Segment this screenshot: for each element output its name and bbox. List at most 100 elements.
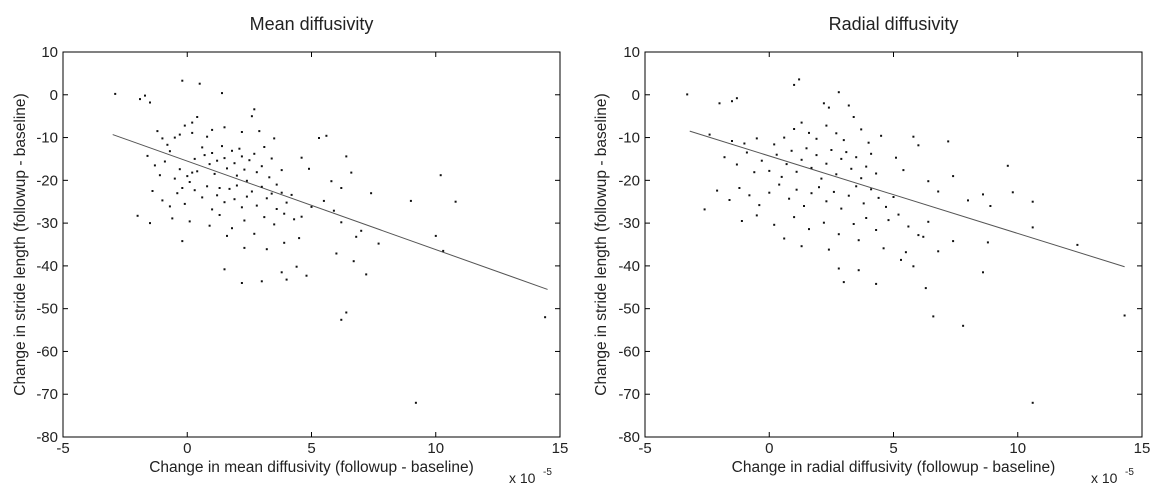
data-point — [840, 207, 843, 210]
regression-line — [112, 134, 548, 290]
y-tick-label: -40 — [618, 258, 640, 275]
y-tick-label: 10 — [41, 44, 58, 61]
data-point — [852, 116, 855, 118]
data-point — [253, 108, 256, 111]
data-point — [870, 152, 873, 155]
data-point — [250, 190, 253, 193]
data-point — [238, 147, 241, 150]
data-point — [226, 167, 228, 170]
data-point — [258, 130, 261, 133]
data-point — [253, 152, 256, 155]
data-point — [808, 131, 810, 134]
data-point — [196, 116, 199, 118]
data-point — [738, 187, 741, 189]
data-point — [882, 247, 885, 250]
data-point — [178, 133, 181, 136]
data-point — [783, 237, 786, 240]
data-point — [243, 246, 246, 249]
data-point — [904, 251, 907, 254]
data-point — [168, 205, 171, 208]
data-point — [181, 79, 184, 82]
x-axis-multiplier-exponent: -5 — [543, 467, 552, 478]
data-point — [842, 139, 845, 142]
data-point — [731, 100, 733, 103]
data-point — [365, 273, 368, 276]
data-point — [743, 142, 746, 145]
data-point — [188, 220, 191, 223]
data-point — [149, 101, 151, 104]
data-point — [206, 185, 209, 188]
data-point — [218, 187, 221, 189]
data-point — [196, 170, 199, 173]
data-point — [1031, 226, 1034, 229]
data-point — [855, 156, 858, 159]
data-point — [332, 209, 335, 212]
data-point — [136, 214, 139, 217]
data-point — [827, 106, 830, 109]
data-point — [188, 181, 191, 183]
data-point — [740, 220, 743, 222]
data-point — [840, 157, 843, 160]
data-point — [875, 282, 878, 285]
data-point — [544, 316, 547, 319]
data-point — [248, 159, 251, 162]
data-point — [114, 92, 117, 95]
chart-title: Radial diffusivity — [829, 14, 959, 34]
data-point — [275, 183, 278, 186]
data-point — [867, 141, 870, 144]
data-point — [310, 205, 313, 208]
data-point — [773, 143, 776, 146]
data-point — [233, 198, 236, 201]
data-point — [183, 202, 186, 205]
data-point — [243, 219, 246, 222]
data-point — [340, 187, 343, 189]
data-point — [168, 150, 171, 153]
data-point — [773, 223, 776, 226]
x-tick-label: 0 — [765, 440, 773, 457]
data-point — [800, 121, 803, 124]
data-point — [235, 184, 238, 187]
data-point — [800, 158, 803, 161]
data-point — [755, 214, 758, 217]
data-point — [847, 194, 850, 197]
y-tick-label: -70 — [36, 386, 58, 403]
data-point — [300, 156, 303, 159]
data-point — [231, 149, 233, 152]
data-point — [815, 154, 818, 157]
data-point — [285, 278, 288, 281]
data-point — [875, 229, 878, 231]
data-point — [223, 157, 226, 160]
data-point — [198, 82, 201, 85]
data-point — [686, 93, 689, 96]
scatter-panel-radial-diffusivity: Radial diffusivity-5 0 5 10 15-80-70-60-50-4… — [593, 14, 1150, 486]
data-point — [912, 135, 915, 138]
data-point — [837, 233, 840, 236]
y-tick-label: -50 — [618, 301, 640, 318]
data-point — [352, 260, 355, 263]
y-tick-label: 0 — [632, 87, 640, 104]
data-point — [716, 189, 719, 192]
data-point — [454, 200, 457, 203]
data-point — [822, 221, 825, 224]
y-tick-label: -70 — [618, 386, 640, 403]
y-tick-label: -30 — [618, 215, 640, 232]
data-point — [265, 197, 268, 200]
data-point — [330, 180, 333, 183]
data-point — [260, 280, 263, 283]
data-point — [355, 235, 358, 238]
data-point — [434, 234, 437, 237]
regression-line — [689, 130, 1125, 268]
data-point — [927, 180, 930, 183]
data-point — [735, 97, 738, 100]
y-tick-label: -10 — [618, 130, 640, 147]
data-point — [1031, 401, 1034, 404]
y-tick-label: -30 — [36, 215, 58, 232]
data-point — [235, 174, 238, 177]
data-point — [146, 154, 149, 157]
y-tick-label: -40 — [36, 258, 58, 275]
data-point — [755, 137, 758, 140]
data-point — [822, 102, 825, 105]
data-point — [907, 225, 910, 228]
data-point — [191, 131, 194, 134]
data-point — [280, 191, 283, 194]
